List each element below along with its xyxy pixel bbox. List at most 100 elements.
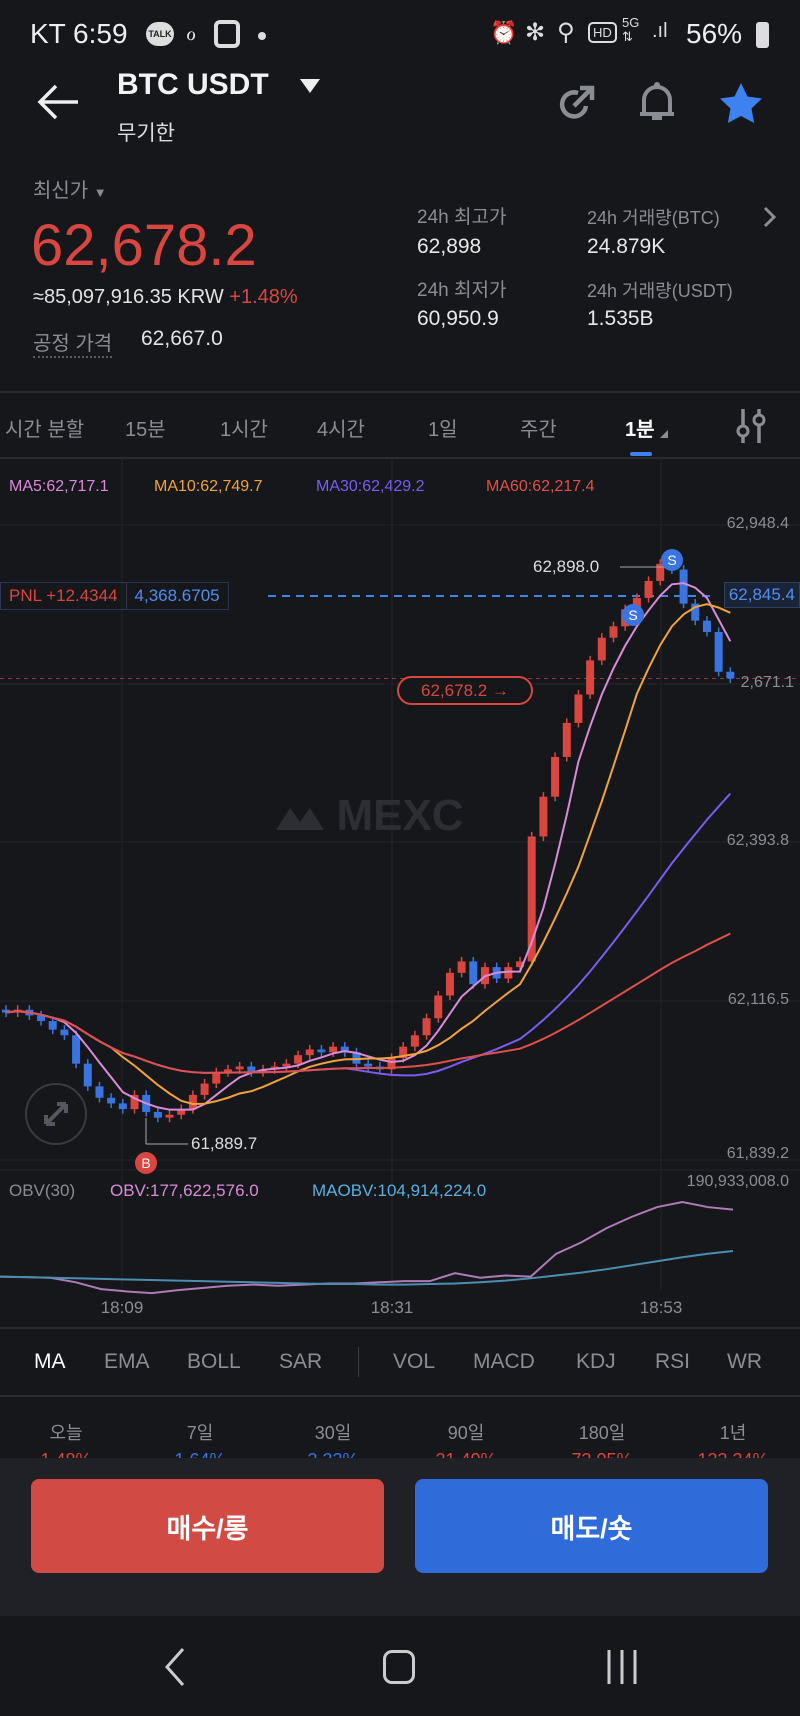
indicator-tab-kdj[interactable]: KDJ bbox=[576, 1350, 616, 1373]
low-price-marker: 61,889.7 bbox=[191, 1134, 258, 1153]
notification-icon: ℴ bbox=[186, 20, 197, 45]
share-icon[interactable] bbox=[556, 82, 598, 124]
nav-back-icon[interactable] bbox=[163, 1647, 187, 1687]
last-price-axis-label: 2,671.1 bbox=[740, 674, 794, 691]
perf-label-90d: 90일 bbox=[447, 1423, 485, 1443]
ma60-legend: MA60:62,217.4 bbox=[486, 478, 595, 495]
bluetooth-icon: ✻ bbox=[525, 19, 546, 46]
candle-body bbox=[551, 756, 560, 797]
candle-body bbox=[305, 1049, 314, 1056]
candle-body bbox=[340, 1046, 349, 1053]
sell-marker[interactable]: S bbox=[622, 604, 644, 626]
pnl-box[interactable]: PNL +12.4344 4,368.6705 bbox=[0, 582, 229, 610]
ma5-legend: MA5:62,717.1 bbox=[9, 478, 109, 495]
candle-body bbox=[200, 1083, 209, 1095]
y-axis-label: 62,116.5 bbox=[727, 991, 789, 1008]
low-24h-value: 60,950.9 bbox=[417, 307, 499, 330]
indicator-tab-vol[interactable]: VOL bbox=[393, 1350, 436, 1373]
candle-body bbox=[422, 1018, 431, 1036]
y-axis-label: 61,839.2 bbox=[726, 1145, 789, 1162]
maobv-value: MAOBV:104,914,224.0 bbox=[312, 1181, 487, 1200]
time-label: 18:31 bbox=[370, 1298, 414, 1317]
tab-1h[interactable]: 1시간 bbox=[220, 419, 268, 441]
nav-home-icon[interactable] bbox=[383, 1650, 415, 1684]
price-type-label: 최신가 bbox=[33, 180, 89, 202]
alarm-icon: ⏰ bbox=[490, 20, 518, 45]
symbol-dropdown-icon[interactable] bbox=[300, 79, 320, 95]
time-label: 18:09 bbox=[100, 1298, 144, 1317]
perf-label-7d: 7일 bbox=[186, 1423, 214, 1443]
candle-body bbox=[609, 626, 618, 638]
candle-body bbox=[691, 603, 700, 621]
chart-settings-icon[interactable] bbox=[733, 407, 769, 447]
fair-price-label[interactable]: 공정 가격 bbox=[33, 327, 113, 358]
position-size: 4,368.6705 bbox=[134, 586, 220, 605]
divider bbox=[0, 1395, 800, 1397]
kakaotalk-icon: TALK bbox=[146, 22, 174, 46]
candle-body bbox=[37, 1015, 46, 1022]
buy-marker[interactable]: B bbox=[135, 1152, 157, 1174]
ma60-line bbox=[5, 932, 731, 1074]
symbol-title[interactable]: BTC USDT bbox=[117, 68, 269, 101]
obv-value: OBV:177,622,576.0 bbox=[110, 1181, 259, 1200]
candle-body bbox=[72, 1035, 81, 1064]
tab-1m-active[interactable]: 1분 bbox=[625, 419, 655, 441]
divider bbox=[0, 457, 800, 459]
candle-body bbox=[714, 632, 723, 672]
sell-marker[interactable]: S bbox=[661, 549, 683, 571]
indicator-tab-macd[interactable]: MACD bbox=[473, 1350, 535, 1373]
timeframe-more-icon bbox=[660, 430, 668, 438]
mexc-logo-icon bbox=[276, 808, 324, 830]
tab-4h[interactable]: 4시간 bbox=[317, 419, 365, 441]
position-price-label: 62,845.4 bbox=[723, 582, 800, 608]
high-price-marker: 62,898.0 bbox=[533, 557, 600, 576]
indicator-tab-rsi[interactable]: RSI bbox=[655, 1350, 691, 1373]
hd-icon: HD bbox=[588, 22, 617, 43]
candle-body bbox=[457, 961, 466, 973]
y-axis-label: 62,948.4 bbox=[726, 515, 789, 532]
bell-icon[interactable] bbox=[636, 80, 678, 124]
indicator-tab-ema[interactable]: EMA bbox=[104, 1350, 150, 1373]
candle-body bbox=[118, 1103, 127, 1110]
time-label: 18:53 bbox=[639, 1298, 683, 1317]
candle-body bbox=[317, 1049, 326, 1053]
candle-body bbox=[95, 1086, 104, 1098]
nav-recents-icon[interactable] bbox=[605, 1648, 639, 1686]
perf-label-30d: 30일 bbox=[314, 1423, 352, 1443]
indicator-tab-boll[interactable]: BOLL bbox=[187, 1350, 241, 1373]
contract-type: 무기한 bbox=[117, 122, 175, 145]
tab-1d[interactable]: 1일 bbox=[428, 419, 458, 441]
favorite-star-icon[interactable] bbox=[719, 82, 763, 124]
tab-15m[interactable]: 15분 bbox=[125, 419, 166, 441]
chart-grid bbox=[0, 458, 800, 1290]
fullscreen-button[interactable] bbox=[25, 1083, 87, 1145]
tab-time-split[interactable]: 시간 분할 bbox=[5, 419, 85, 441]
pnl-value: PNL +12.4344 bbox=[1, 583, 127, 609]
candle-body bbox=[656, 563, 665, 581]
indicator-tab-ma[interactable]: MA bbox=[34, 1350, 66, 1373]
krw-value: ≈85,097,916.35 KRW bbox=[33, 286, 224, 308]
buy-long-button[interactable]: 매수/롱 bbox=[31, 1479, 384, 1573]
mexc-watermark: MEXC bbox=[336, 791, 463, 840]
indicator-tab-sar[interactable]: SAR bbox=[279, 1350, 323, 1373]
5g-icon: 5G ⇅ bbox=[622, 15, 640, 44]
chevron-right-icon[interactable] bbox=[763, 206, 777, 228]
candlestick-chart[interactable]: MEXC bbox=[0, 0, 800, 1330]
divider bbox=[0, 1327, 800, 1329]
app-icon bbox=[214, 20, 240, 48]
obv-line bbox=[0, 1200, 734, 1295]
last-price-tag[interactable]: 62,678.2 → bbox=[397, 676, 533, 705]
krw-price: ≈85,097,916.35 KRW +1.48% bbox=[33, 286, 298, 309]
candle-body bbox=[212, 1072, 221, 1084]
tab-weekly[interactable]: 주간 bbox=[520, 419, 557, 441]
indicator-tab-wr[interactable]: WR bbox=[727, 1350, 762, 1373]
volume-usdt-label: 24h 거래량(USDT) bbox=[587, 281, 733, 301]
volume-btc-value: 24.879K bbox=[587, 235, 666, 258]
price-type-selector[interactable]: 최신가 ▼ bbox=[33, 174, 107, 203]
sell-short-button[interactable]: 매도/숏 bbox=[415, 1479, 768, 1573]
candle-body bbox=[83, 1063, 92, 1087]
back-arrow-icon[interactable] bbox=[36, 84, 80, 120]
battery-icon bbox=[756, 22, 769, 48]
y-axis-label: 62,393.8 bbox=[726, 832, 789, 849]
expand-icon bbox=[44, 1102, 68, 1126]
